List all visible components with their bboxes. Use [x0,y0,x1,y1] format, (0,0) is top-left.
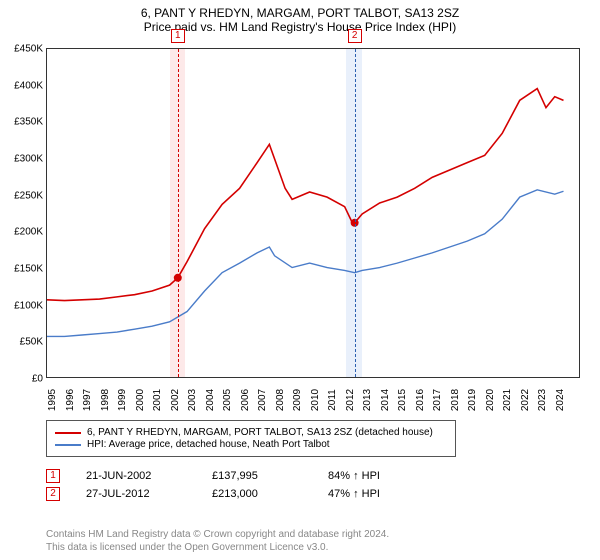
x-tick-label: 2007 [257,389,268,411]
x-tick-label: 2006 [240,389,251,411]
footer-line: Contains HM Land Registry data © Crown c… [46,528,389,541]
page-subtitle: Price paid vs. HM Land Registry's House … [0,20,600,38]
x-tick-label: 2022 [520,389,531,411]
sale-price: £137,995 [212,470,302,482]
y-tick-label: £300K [3,154,43,165]
y-tick-label: £250K [3,190,43,201]
x-tick-label: 2000 [135,389,146,411]
legend-swatch [55,432,81,434]
x-tick-label: 2018 [450,389,461,411]
y-tick-label: £50K [3,337,43,348]
sale-row: 2 27-JUL-2012 £213,000 47% ↑ HPI [46,487,380,501]
x-tick-label: 1997 [82,389,93,411]
x-tick-label: 2001 [152,389,163,411]
series-line-hpi [47,190,563,337]
x-tick-label: 2009 [292,389,303,411]
series-line-property [47,89,563,301]
y-tick-label: £400K [3,80,43,91]
page-title: 6, PANT Y RHEDYN, MARGAM, PORT TALBOT, S… [0,0,600,20]
plot-area: 12£0£50K£100K£150K£200K£250K£300K£350K£4… [46,48,580,378]
sale-num-box: 2 [46,487,60,501]
x-tick-label: 2002 [170,389,181,411]
x-tick-label: 2012 [345,389,356,411]
sale-pct: 84% ↑ HPI [328,470,380,482]
sale-marker-box: 1 [171,29,185,43]
y-tick-label: £450K [3,44,43,55]
x-tick-label: 2017 [432,389,443,411]
x-tick-label: 2014 [380,389,391,411]
legend-item: 6, PANT Y RHEDYN, MARGAM, PORT TALBOT, S… [55,427,447,438]
x-tick-label: 1995 [47,389,58,411]
x-tick-label: 1998 [100,389,111,411]
footer: Contains HM Land Registry data © Crown c… [46,528,389,554]
x-tick-label: 2010 [310,389,321,411]
y-tick-label: £0 [3,374,43,385]
sale-dashline [355,49,356,377]
sale-marker-box: 2 [348,29,362,43]
x-tick-label: 2013 [362,389,373,411]
footer-line: This data is licensed under the Open Gov… [46,541,389,554]
sale-pct: 47% ↑ HPI [328,488,380,500]
y-tick-label: £150K [3,264,43,275]
legend-item: HPI: Average price, detached house, Neat… [55,439,447,450]
x-tick-label: 2008 [275,389,286,411]
x-tick-label: 2019 [467,389,478,411]
sale-date: 21-JUN-2002 [86,470,186,482]
x-tick-label: 2024 [555,389,566,411]
x-tick-label: 2011 [327,389,338,411]
sale-row: 1 21-JUN-2002 £137,995 84% ↑ HPI [46,469,380,483]
sale-price: £213,000 [212,488,302,500]
x-tick-label: 1996 [65,389,76,411]
x-tick-label: 2005 [222,389,233,411]
y-tick-label: £350K [3,117,43,128]
legend-label: HPI: Average price, detached house, Neat… [87,439,330,450]
x-tick-label: 2003 [187,389,198,411]
plot-svg [47,49,579,377]
legend-label: 6, PANT Y RHEDYN, MARGAM, PORT TALBOT, S… [87,427,433,438]
x-tick-label: 2004 [205,389,216,411]
y-tick-label: £100K [3,300,43,311]
legend: 6, PANT Y RHEDYN, MARGAM, PORT TALBOT, S… [46,420,456,457]
y-tick-label: £200K [3,227,43,238]
x-tick-label: 2016 [415,389,426,411]
sale-num-box: 1 [46,469,60,483]
sales-table: 1 21-JUN-2002 £137,995 84% ↑ HPI 2 27-JUL-201… [46,465,380,505]
x-tick-label: 2015 [397,389,408,411]
x-tick-label: 2020 [485,389,496,411]
x-tick-label: 2023 [537,389,548,411]
x-tick-label: 2021 [502,389,513,411]
x-tick-label: 1999 [117,389,128,411]
chart: 12£0£50K£100K£150K£200K£250K£300K£350K£4… [46,48,580,378]
sale-dashline [178,49,179,377]
sale-date: 27-JUL-2012 [86,488,186,500]
legend-swatch [55,444,81,446]
